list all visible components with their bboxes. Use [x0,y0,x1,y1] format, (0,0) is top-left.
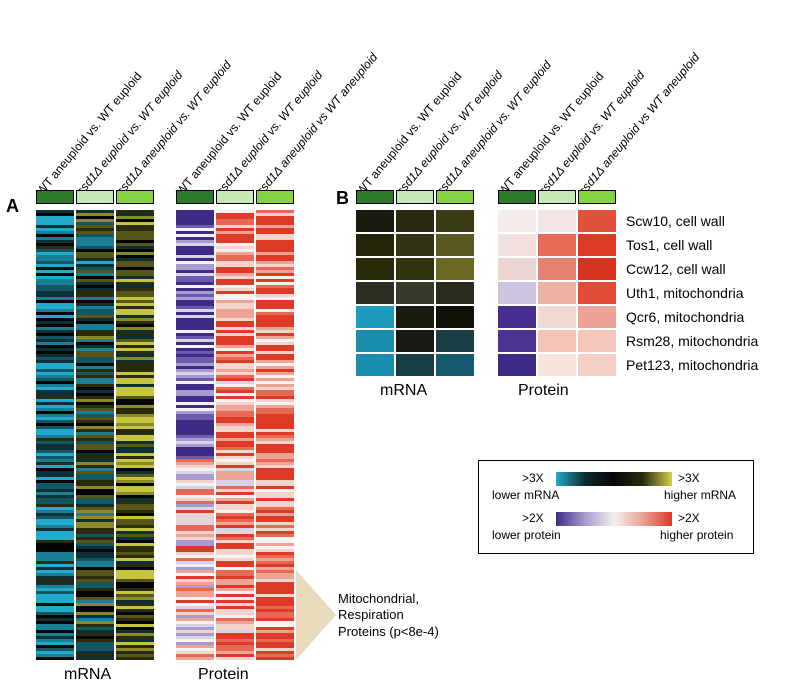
panel-b-protein-cell [498,330,536,352]
panel-b-row-label: Uth1, mitochondria [626,285,744,301]
panel-b-protein-cell [578,306,616,328]
panel-b-mrna-cell [356,282,394,304]
panel-b-protein-cell [538,282,576,304]
panel-b-mrna-cell [356,354,394,376]
axis-label-mrna-a: mRNA [64,666,111,684]
panel-b-mrna-cell [356,306,394,328]
figure-root: ABWT aneuploid vs. WT euploidssd1Δ euplo… [0,0,791,697]
header-color-box [538,190,576,204]
legend-text: >3X [678,471,700,485]
panel-b-protein-cell [498,306,536,328]
panel-b-mrna-cell [356,210,394,232]
panel-b-mrna-cell [436,306,474,328]
legend-mrna-gradient [556,472,672,486]
header-color-box [216,190,254,204]
heatmap-column [36,210,74,660]
panel-b-protein-cell [578,354,616,376]
panel-b-mrna-cell [396,330,434,352]
panel-b-mrna-cell [356,258,394,280]
panel-b-mrna-cell [436,330,474,352]
panel-b-protein-cell [498,282,536,304]
header-color-box [396,190,434,204]
panel-b-mrna-cell [436,354,474,376]
legend-text: lower protein [492,528,561,542]
legend-text: higher mRNA [664,488,736,502]
panel-b-mrna-cell [396,234,434,256]
heatmap-column [216,210,254,660]
panel-b-protein-cell [498,258,536,280]
panel-b-protein-cell [578,330,616,352]
panel-b-row-label: Ccw12, cell wall [626,261,726,277]
axis-label-protein-a: Protein [198,666,249,684]
header-color-box [116,190,154,204]
header-color-box [176,190,214,204]
header-color-box [36,190,74,204]
legend-text: higher protein [660,528,733,542]
panel-b-row-label: Rsm28, mitochondria [626,333,758,349]
panel-b-row-label: Tos1, cell wall [626,237,712,253]
panel-a-label: A [6,196,19,217]
heatmap-column [76,210,114,660]
panel-b-mrna-cell [436,282,474,304]
panel-b-protein-cell [578,258,616,280]
heatmap-column [116,210,154,660]
panel-b-protein-cell [538,258,576,280]
panel-b-protein-cell [498,354,536,376]
panel-b-protein-cell [538,306,576,328]
header-color-box [76,190,114,204]
legend-text: >2X [678,511,700,525]
panel-b-protein-cell [538,210,576,232]
header-color-box [256,190,294,204]
panel-b-protein-cell [498,210,536,232]
panel-b-mrna-cell [436,234,474,256]
header-color-box [356,190,394,204]
panel-b-row-label: Qcr6, mitochondria [626,309,744,325]
panel-b-protein-cell [538,354,576,376]
panel-b-mrna-cell [356,330,394,352]
header-color-box [498,190,536,204]
panel-b-mrna-cell [396,210,434,232]
panel-b-mrna-cell [396,306,434,328]
annotation-text: Mitochondrial,RespirationProteins (p<8e-… [338,591,439,640]
legend-protein-gradient [556,512,672,526]
panel-b-mrna-cell [436,258,474,280]
legend-text: lower mRNA [492,488,559,502]
panel-b-protein-cell [578,234,616,256]
panel-b-protein-cell [498,234,536,256]
heatmap-column [176,210,214,660]
legend-text: >2X [522,511,544,525]
panel-b-mrna-cell [396,354,434,376]
axis-label-mrna-b: mRNA [380,382,427,400]
axis-label-protein-b: Protein [518,382,569,400]
panel-b-protein-cell [578,210,616,232]
header-color-box [436,190,474,204]
panel-b-protein-cell [538,330,576,352]
heatmap-column [256,210,294,660]
panel-b-mrna-cell [436,210,474,232]
panel-b-protein-cell [538,234,576,256]
header-color-box [578,190,616,204]
panel-b-label: B [336,188,349,209]
panel-b-protein-cell [578,282,616,304]
panel-b-mrna-cell [396,258,434,280]
panel-b-mrna-cell [396,282,434,304]
panel-b-mrna-cell [356,234,394,256]
legend-text: >3X [522,471,544,485]
panel-b-row-label: Pet123, mitochondria [626,357,758,373]
panel-b-row-label: Scw10, cell wall [626,213,725,229]
